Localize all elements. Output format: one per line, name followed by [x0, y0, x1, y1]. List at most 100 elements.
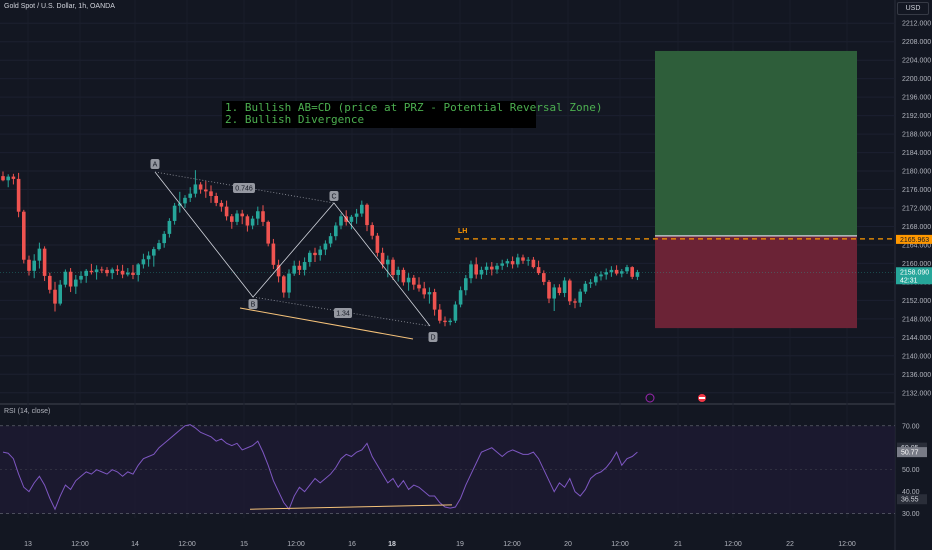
candle-body	[432, 292, 437, 310]
time-tick-label: 22	[786, 541, 794, 548]
ratio-label: 1.34	[336, 311, 350, 318]
rsi-tick-label: 70.00	[902, 423, 920, 430]
currency-button[interactable]: USD	[897, 2, 929, 15]
candle-body	[588, 282, 593, 284]
candle-body	[505, 261, 510, 264]
rsi-line	[2, 424, 638, 511]
price-axis[interactable]: 2132.000 2136.000 2140.000 2144.000 2148.000…	[896, 21, 932, 518]
candle-body	[604, 272, 608, 275]
annotation-box[interactable]: 1. Bullish AB=CD (price at PRZ - Potenti…	[222, 101, 603, 128]
candle-body	[313, 252, 317, 256]
candle-body	[188, 193, 192, 198]
flag-icon-stripe	[699, 397, 705, 399]
candle-body	[172, 205, 177, 221]
candle-body	[53, 289, 57, 304]
price-tick-label: 2192.000	[902, 113, 931, 120]
candle-body	[516, 257, 520, 265]
annotation-line-1: 1. Bullish AB=CD (price at PRZ - Potenti…	[225, 101, 603, 114]
candle-body	[552, 287, 556, 299]
candle-body	[583, 283, 588, 292]
candle-body	[386, 259, 390, 265]
pattern-point-label: A	[153, 162, 158, 169]
candle-body	[1, 176, 5, 181]
rsi-tick-label: 40.00	[902, 489, 920, 496]
lh-label: LH	[458, 228, 467, 235]
time-tick-label: 14	[131, 541, 139, 548]
candle-body	[84, 270, 88, 276]
candle-body	[323, 243, 328, 250]
candle-body	[360, 204, 364, 214]
candle-body	[167, 220, 172, 234]
candle-body	[339, 216, 343, 226]
time-axis[interactable]: 13 12:00 14 12:00 15 12:00 16 18 19 12:00 20 12:00 2…	[24, 541, 856, 548]
candle-body	[152, 249, 156, 256]
candle-body	[542, 273, 546, 282]
candle-body	[214, 195, 218, 203]
price-tick-label: 2212.000	[902, 21, 931, 28]
price-tick-label: 2160.000	[902, 261, 931, 268]
candle-body	[136, 264, 140, 275]
candle-body	[500, 263, 504, 266]
candle-body	[526, 259, 530, 261]
candle-body	[349, 216, 354, 222]
price-tick-label: 2184.000	[902, 150, 931, 157]
pattern-point-badge	[329, 191, 339, 201]
candle-body	[141, 259, 146, 265]
price-tick-label: 2176.000	[902, 187, 931, 194]
pattern-point-badge	[248, 299, 258, 309]
ratio-badge	[233, 183, 255, 193]
candle-body	[557, 287, 562, 293]
candle-body	[297, 265, 302, 270]
candle-body	[609, 269, 614, 273]
candlesticks	[1, 170, 640, 327]
price-tick-label: 2200.000	[902, 76, 931, 83]
price-tick-label: 2180.000	[902, 169, 931, 176]
candle-body	[365, 204, 369, 226]
rsi-pane	[0, 424, 895, 515]
price-tick-label: 2144.000	[902, 335, 931, 342]
candle-body	[287, 273, 291, 293]
stop-zone	[655, 235, 857, 329]
price-tick-label: 2136.000	[902, 372, 931, 379]
candle-body	[406, 277, 411, 283]
price-tick-label: 2172.000	[902, 206, 931, 213]
last-price-tag-label: 2158.090	[900, 269, 929, 276]
candle-body	[27, 259, 31, 271]
candle-body	[438, 309, 442, 321]
candle-body	[484, 266, 489, 270]
level-price-tag-label: 2165.963	[900, 237, 929, 244]
candle-body	[453, 304, 458, 321]
rsi-tag-label: 36.55	[901, 497, 919, 504]
chart-icons	[645, 393, 706, 403]
candle-body	[94, 269, 99, 273]
rsi-tag	[897, 447, 927, 458]
pattern-point-badge	[150, 159, 160, 169]
candle-body	[594, 276, 598, 283]
rsi-divergence-line	[249, 504, 453, 510]
candle-body	[568, 280, 572, 302]
candle-body	[68, 271, 73, 287]
candle-body	[204, 189, 208, 192]
candle-body	[427, 292, 432, 295]
candle-body	[63, 271, 68, 285]
candle-body	[22, 211, 26, 260]
candle-body	[531, 259, 536, 268]
abcd-pattern: A B C D 0.746 1.34	[150, 159, 438, 342]
price-tick-label: 2208.000	[902, 39, 931, 46]
price-tick-label: 2132.000	[902, 390, 931, 397]
candle-body	[495, 265, 499, 270]
rsi-tag	[897, 494, 927, 505]
price-divergence-line	[239, 307, 414, 340]
price-tick-label: 2140.000	[902, 353, 931, 360]
candle-body	[308, 252, 312, 263]
candle-body	[375, 235, 380, 253]
rsi-tick-label: 30.00	[902, 511, 920, 518]
candle-body	[412, 277, 416, 285]
price-tick-label: 2164.000	[902, 242, 931, 249]
candle-body	[157, 243, 161, 250]
candle-body	[115, 269, 120, 271]
candle-body	[131, 272, 135, 275]
candle-body	[162, 233, 166, 244]
time-tick-label: 19	[456, 541, 464, 548]
rsi-tick-label: 50.00	[902, 467, 920, 474]
